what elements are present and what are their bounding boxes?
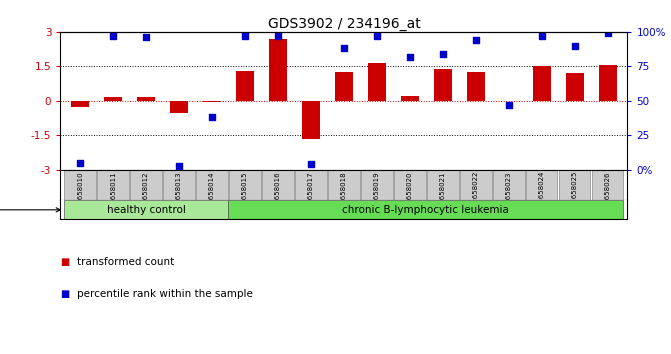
Text: GSM658024: GSM658024 bbox=[539, 171, 545, 213]
Point bbox=[536, 33, 547, 39]
Point bbox=[405, 54, 415, 59]
Text: disease state: disease state bbox=[0, 205, 60, 215]
Text: ■: ■ bbox=[60, 289, 70, 299]
Bar bbox=[401, 96, 419, 101]
Point bbox=[305, 161, 316, 167]
FancyBboxPatch shape bbox=[394, 170, 425, 200]
Text: GSM658017: GSM658017 bbox=[308, 171, 314, 214]
Point bbox=[437, 51, 448, 57]
Text: chronic B-lymphocytic leukemia: chronic B-lymphocytic leukemia bbox=[342, 205, 509, 215]
Bar bbox=[104, 97, 122, 101]
Bar bbox=[137, 97, 155, 101]
Text: ■: ■ bbox=[60, 257, 70, 267]
Text: GSM658012: GSM658012 bbox=[143, 171, 149, 213]
Text: GSM658025: GSM658025 bbox=[572, 171, 578, 213]
Text: percentile rank within the sample: percentile rank within the sample bbox=[77, 289, 253, 299]
FancyBboxPatch shape bbox=[592, 170, 623, 200]
FancyBboxPatch shape bbox=[526, 170, 558, 200]
Point bbox=[141, 35, 152, 40]
Text: transformed count: transformed count bbox=[77, 257, 174, 267]
Text: GSM658011: GSM658011 bbox=[110, 171, 116, 214]
Point bbox=[338, 46, 349, 51]
Title: GDS3902 / 234196_at: GDS3902 / 234196_at bbox=[268, 17, 420, 31]
Text: healthy control: healthy control bbox=[107, 205, 186, 215]
FancyBboxPatch shape bbox=[130, 170, 162, 200]
Bar bbox=[335, 72, 353, 101]
Point bbox=[603, 30, 613, 36]
Bar bbox=[170, 101, 188, 114]
Point bbox=[470, 37, 481, 43]
Text: GSM658026: GSM658026 bbox=[605, 171, 611, 213]
FancyBboxPatch shape bbox=[295, 170, 327, 200]
Text: GSM658016: GSM658016 bbox=[275, 171, 281, 214]
FancyBboxPatch shape bbox=[460, 170, 492, 200]
Point bbox=[372, 33, 382, 39]
Text: GSM658014: GSM658014 bbox=[209, 171, 215, 213]
Bar bbox=[228, 200, 623, 219]
Text: GSM658013: GSM658013 bbox=[176, 171, 182, 214]
Text: GSM658020: GSM658020 bbox=[407, 171, 413, 213]
Point bbox=[74, 160, 85, 166]
Text: GSM658010: GSM658010 bbox=[77, 171, 83, 214]
Point bbox=[569, 43, 580, 48]
FancyBboxPatch shape bbox=[262, 170, 294, 200]
FancyBboxPatch shape bbox=[64, 170, 96, 200]
Point bbox=[174, 163, 185, 169]
Point bbox=[207, 115, 217, 120]
Point bbox=[108, 33, 119, 39]
Point bbox=[240, 33, 250, 39]
FancyBboxPatch shape bbox=[493, 170, 525, 200]
Text: GSM658023: GSM658023 bbox=[506, 171, 512, 213]
Bar bbox=[269, 39, 287, 101]
FancyBboxPatch shape bbox=[196, 170, 228, 200]
Bar bbox=[533, 66, 551, 101]
FancyBboxPatch shape bbox=[361, 170, 393, 200]
FancyBboxPatch shape bbox=[97, 170, 129, 200]
FancyBboxPatch shape bbox=[229, 170, 261, 200]
Text: GSM658019: GSM658019 bbox=[374, 171, 380, 214]
FancyBboxPatch shape bbox=[328, 170, 360, 200]
Bar bbox=[236, 71, 254, 101]
Point bbox=[272, 33, 283, 39]
Point bbox=[503, 102, 514, 108]
Bar bbox=[64, 200, 228, 219]
Bar bbox=[467, 72, 485, 101]
Text: GSM658022: GSM658022 bbox=[473, 171, 478, 213]
Bar bbox=[599, 65, 617, 101]
Bar bbox=[433, 69, 452, 101]
Bar bbox=[566, 73, 584, 101]
FancyBboxPatch shape bbox=[427, 170, 458, 200]
Text: GSM658015: GSM658015 bbox=[242, 171, 248, 213]
Bar bbox=[368, 63, 386, 101]
Bar bbox=[71, 101, 89, 107]
FancyBboxPatch shape bbox=[559, 170, 590, 200]
FancyBboxPatch shape bbox=[163, 170, 195, 200]
Text: GSM658018: GSM658018 bbox=[341, 171, 347, 214]
Bar bbox=[302, 101, 320, 139]
Bar bbox=[203, 101, 221, 102]
Text: GSM658021: GSM658021 bbox=[440, 171, 446, 213]
